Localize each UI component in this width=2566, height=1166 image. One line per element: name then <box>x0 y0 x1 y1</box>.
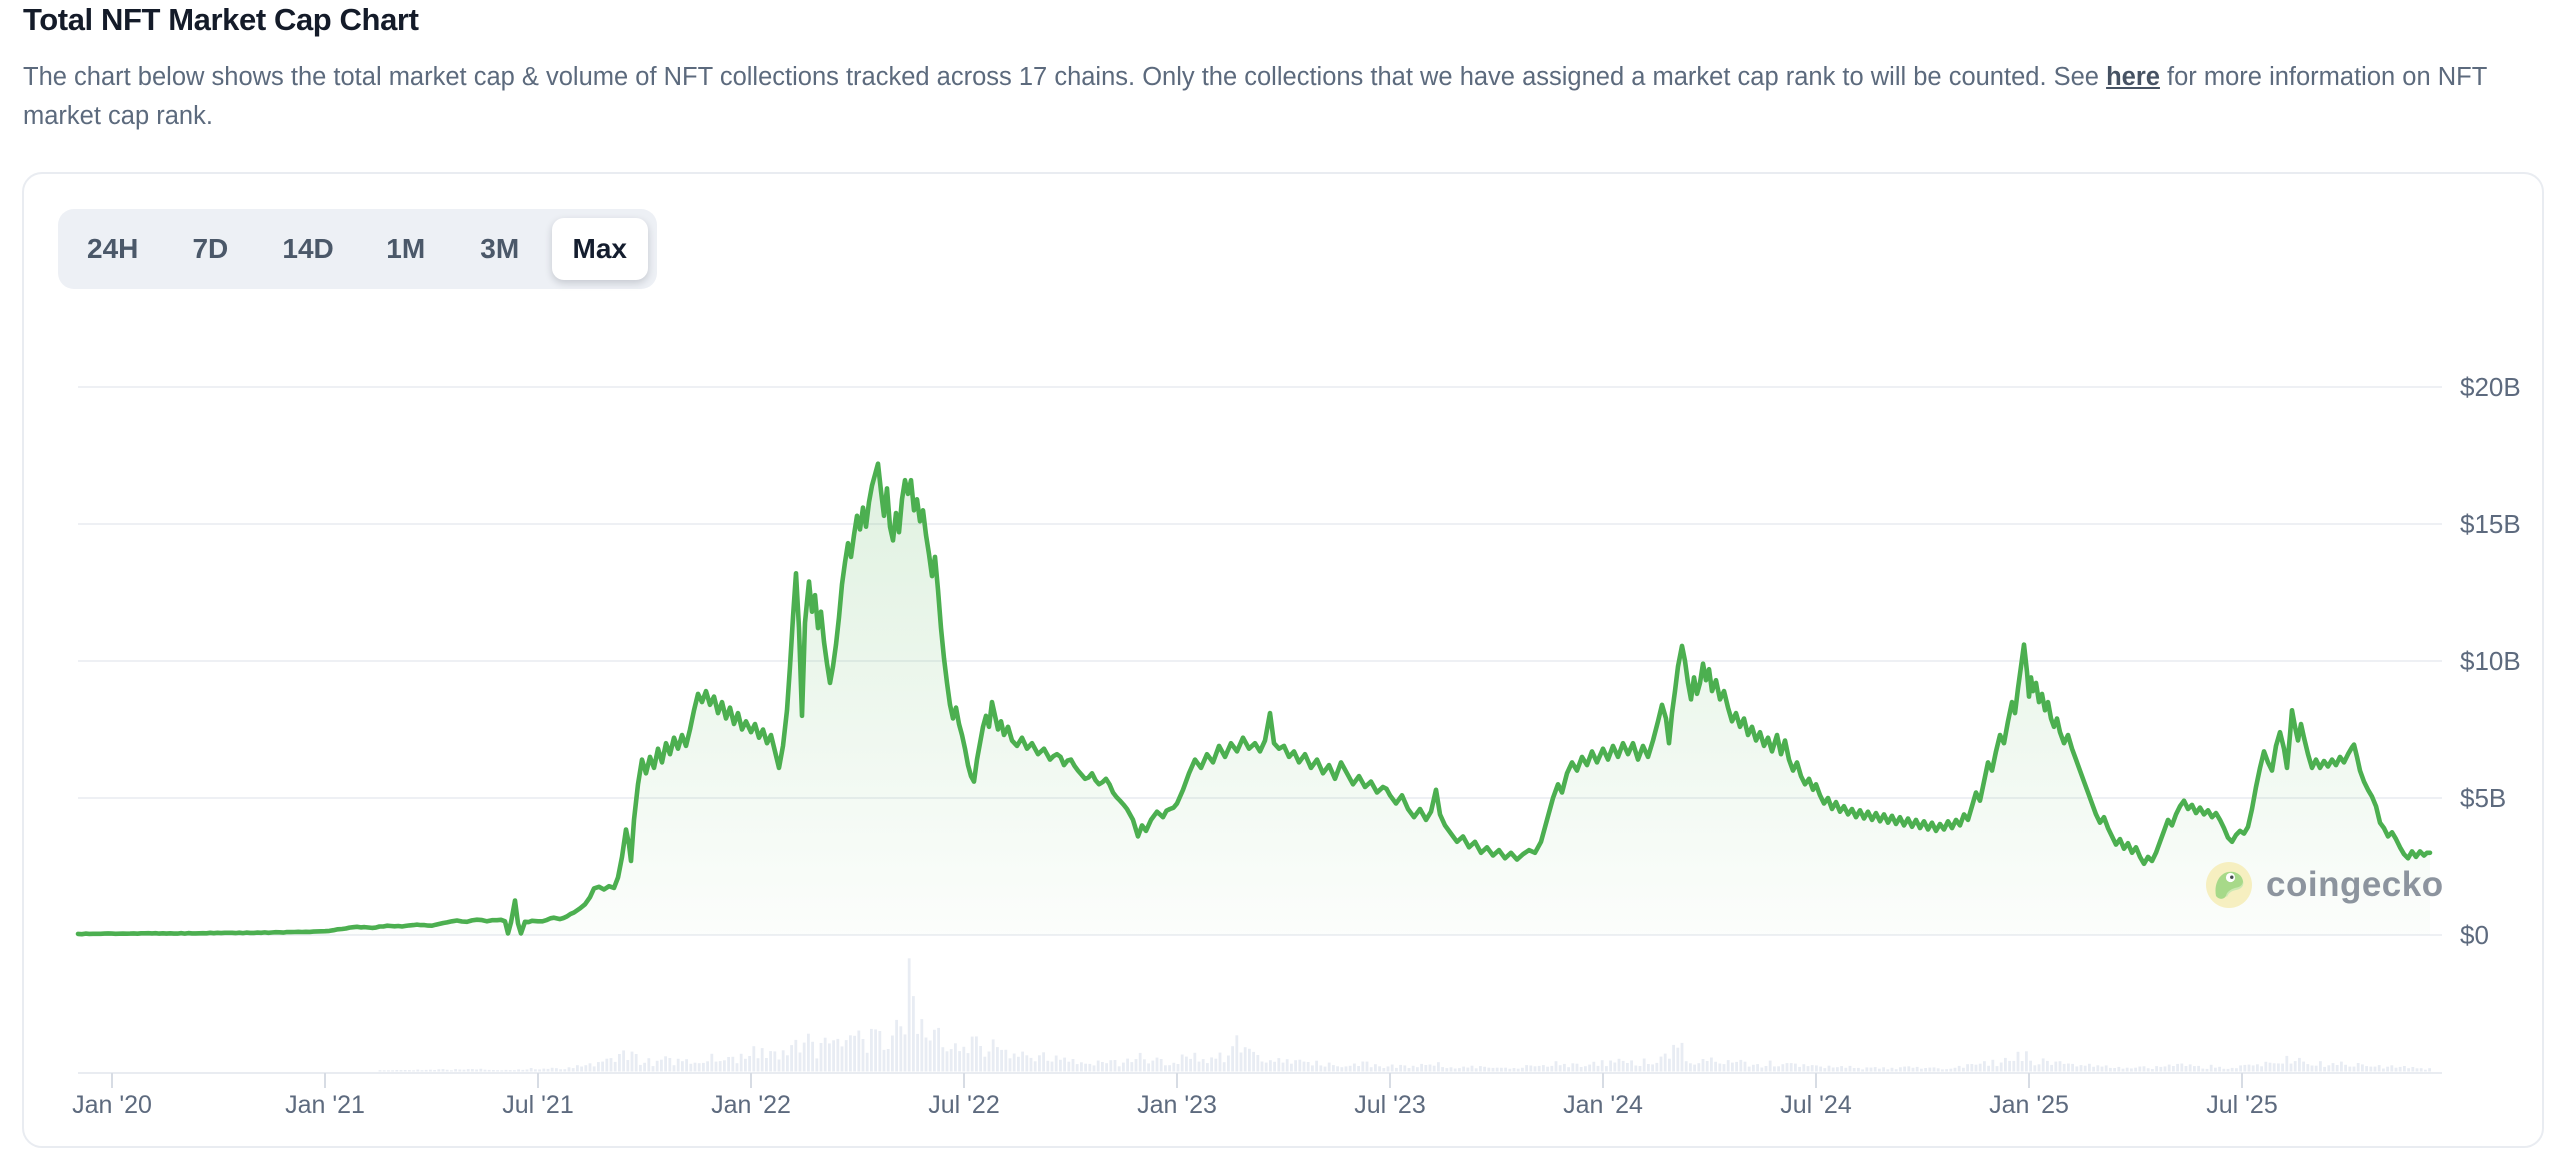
x-axis <box>78 1072 2442 1088</box>
x-axis-label: Jan '20 <box>72 1091 152 1119</box>
x-axis-label: Jan '23 <box>1137 1091 1217 1119</box>
x-axis-label: Jan '25 <box>1989 1091 2069 1119</box>
page-description: The chart below shows the total market c… <box>23 58 2545 136</box>
page-title: Total NFT Market Cap Chart <box>23 2 419 37</box>
y-axis-label: $10B <box>2460 646 2521 676</box>
description-text-after-link: for more information on NFT market cap r… <box>23 63 2487 130</box>
time-range-3m-button[interactable]: 3M <box>458 218 542 280</box>
y-axis-label: $5B <box>2460 783 2507 813</box>
market-cap-area-fill <box>78 463 2430 935</box>
time-range-1m-button[interactable]: 1M <box>364 218 448 280</box>
time-range-7d-button[interactable]: 7D <box>168 218 252 280</box>
volume-bars <box>378 958 2431 1072</box>
coingecko-logo-icon <box>2206 862 2252 908</box>
coingecko-watermark: coingecko <box>2206 862 2444 908</box>
here-link[interactable]: here <box>2106 63 2160 91</box>
x-axis-label: Jan '22 <box>711 1091 791 1119</box>
market-cap-volume-chart[interactable] <box>24 174 2546 1150</box>
y-axis-label: $20B <box>2460 372 2521 402</box>
market-cap-line <box>75 461 2433 937</box>
coingecko-watermark-text: coingecko <box>2266 865 2444 904</box>
x-axis-label: Jul '25 <box>2206 1091 2278 1119</box>
time-range-max-button[interactable]: Max <box>551 218 648 280</box>
y-axis-label: $15B <box>2460 509 2521 539</box>
x-axis-label: Jul '21 <box>502 1091 574 1119</box>
x-axis-label: Jul '24 <box>1780 1091 1852 1119</box>
time-range-14d-button[interactable]: 14D <box>262 218 353 280</box>
time-range-selector: 24H 7D 14D 1M 3M Max <box>58 209 657 289</box>
x-axis-label: Jul '23 <box>1354 1091 1426 1119</box>
x-axis-label: Jan '21 <box>285 1091 365 1119</box>
chart-card: $0 $5B $10B $15B $20B Jan '20 Jan '21 Jul '21 Ja… <box>22 172 2544 1148</box>
time-range-24h-button[interactable]: 24H <box>67 218 158 280</box>
x-axis-label: Jul '22 <box>928 1091 1000 1119</box>
description-text-before-link: The chart below shows the total market c… <box>23 63 2107 91</box>
y-axis-label: $0 <box>2460 920 2489 950</box>
x-axis-label: Jan '24 <box>1563 1091 1643 1119</box>
